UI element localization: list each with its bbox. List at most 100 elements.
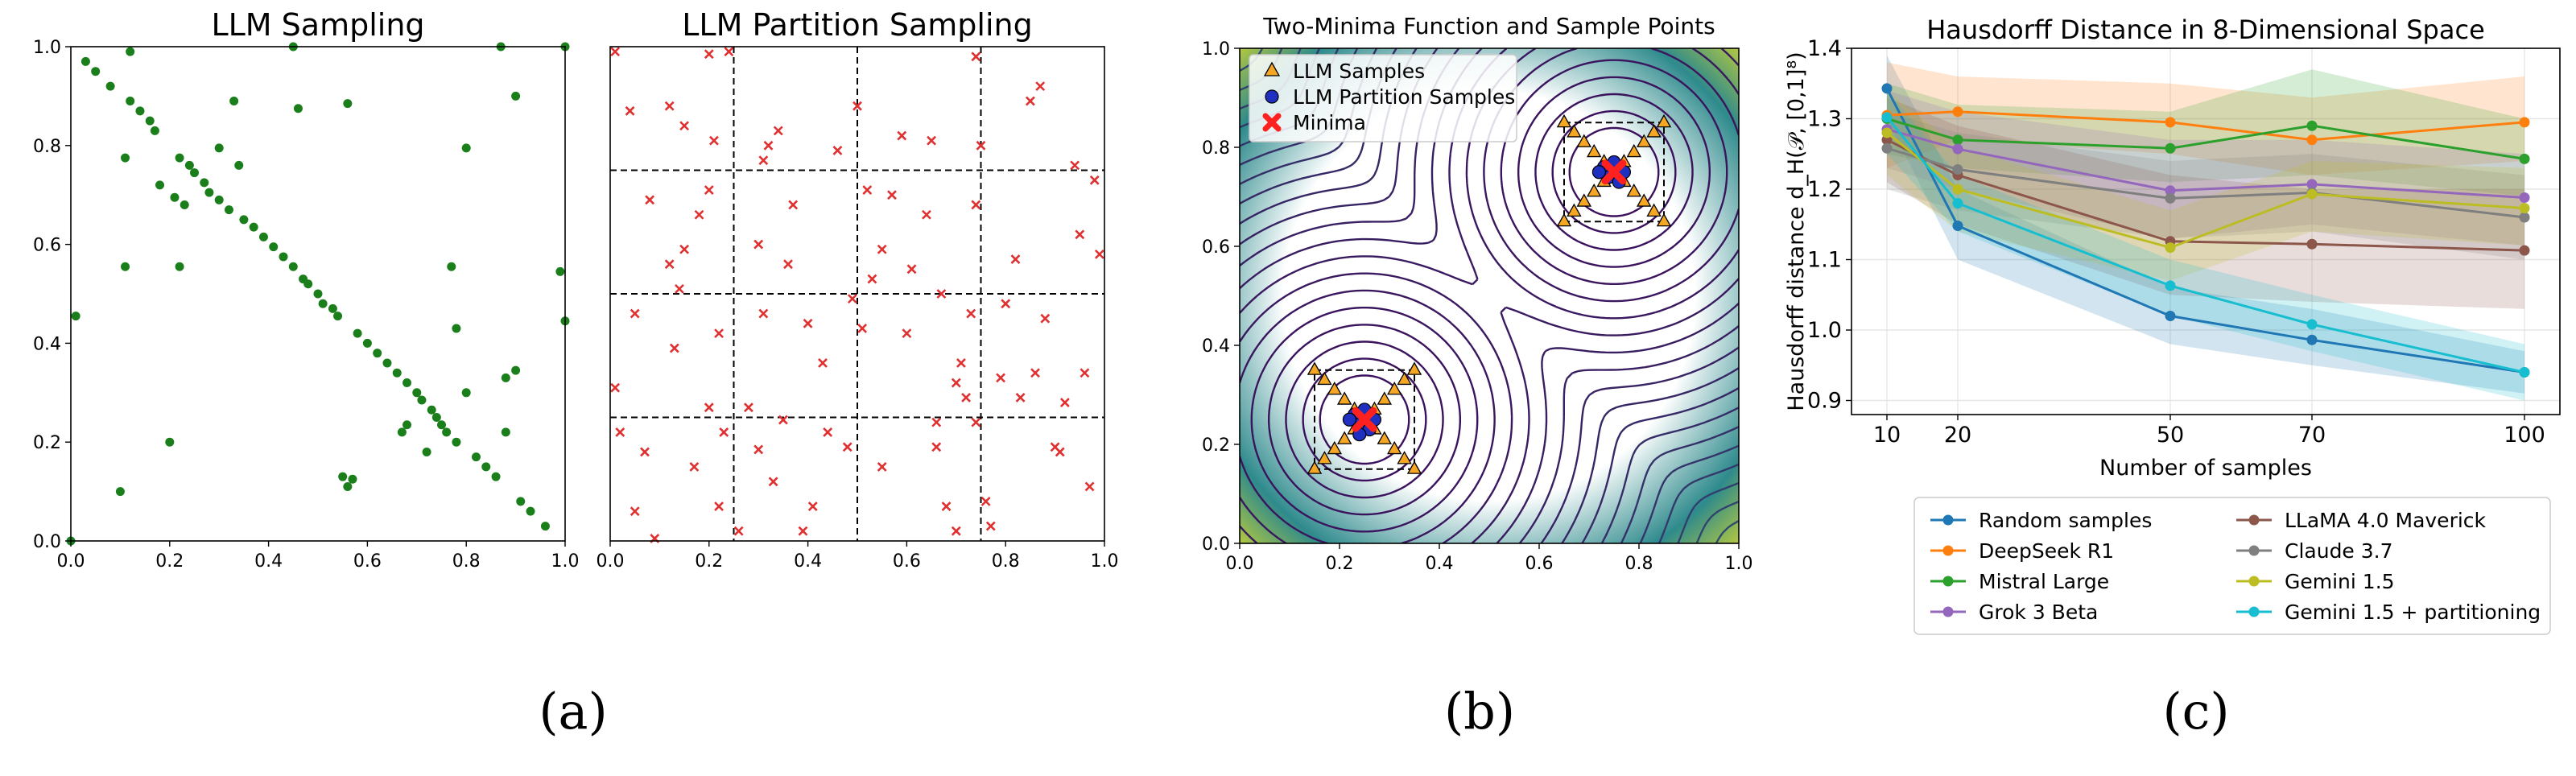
panel-c-xlabel: Number of samples xyxy=(2099,456,2312,481)
legend-swatch-point xyxy=(2248,606,2260,617)
panel-c-frame xyxy=(1851,47,2561,415)
legend-label: Random samples xyxy=(1979,509,2152,532)
series-point xyxy=(1952,106,1963,118)
sample-marker xyxy=(961,393,971,402)
sample-marker xyxy=(931,442,942,452)
contour-line xyxy=(1240,48,1739,543)
llm-sample-marker xyxy=(1327,382,1343,395)
panel-a1-ytick-label: 0.2 xyxy=(33,433,61,453)
panel-llm-sampling: LLM Sampling 0.0 0.2 0.4 0.6 0.8 1.0 0.0 0.2 0.4 0… xyxy=(33,7,580,572)
panel-b-title: Two-Minima Function and Sample Points xyxy=(1262,13,1715,39)
sample-point xyxy=(180,200,189,209)
sample-marker xyxy=(823,427,833,437)
llm-sample-marker xyxy=(1567,124,1582,138)
panel-a2-title: LLM Partition Sampling xyxy=(682,7,1033,43)
sample-point xyxy=(491,472,501,481)
sample-point xyxy=(397,427,407,437)
sample-marker xyxy=(714,502,724,511)
panel-a2-xtick-label: 0.6 xyxy=(893,551,921,572)
llm-sample-marker xyxy=(1586,143,1602,158)
sample-marker xyxy=(1075,229,1085,240)
contour-line xyxy=(1285,93,1694,499)
series-point xyxy=(2306,134,2318,146)
llm-sample-marker xyxy=(1556,114,1572,128)
panel-b-xtick-label: 0.2 xyxy=(1326,554,1354,574)
panel-b-xtick-label: 0.0 xyxy=(1226,554,1254,574)
sample-marker xyxy=(818,358,828,368)
sample-marker xyxy=(887,190,897,200)
sample-point xyxy=(249,222,258,232)
sample-marker xyxy=(867,274,877,284)
sample-point xyxy=(170,192,180,202)
sample-point xyxy=(373,349,382,358)
panel-b-xtick-label: 0.6 xyxy=(1525,554,1554,574)
minimum-marker xyxy=(1601,159,1627,185)
series-point xyxy=(2519,203,2530,214)
sample-point xyxy=(135,106,145,116)
partition-sample-marker xyxy=(1342,412,1357,427)
llm-sample-marker xyxy=(1386,382,1402,395)
llm-sample-marker xyxy=(1556,213,1572,227)
panel-a1-ytick-label: 0.4 xyxy=(33,334,61,354)
sample-marker xyxy=(807,502,818,511)
sample-point xyxy=(392,368,402,378)
sample-marker xyxy=(906,264,917,274)
sample-marker xyxy=(1015,393,1026,402)
series-point xyxy=(1952,143,1963,155)
sample-point xyxy=(91,67,101,76)
confidence-band xyxy=(1887,97,2524,309)
sample-point xyxy=(200,178,209,188)
panel-c-xtick-label: 20 xyxy=(1944,423,1971,448)
sample-marker xyxy=(625,105,635,116)
legend-swatch-point xyxy=(1942,606,1954,617)
sample-marker xyxy=(664,101,675,111)
sample-marker xyxy=(630,308,640,319)
llm-sample-marker xyxy=(1336,431,1352,444)
sample-point xyxy=(501,427,510,437)
sample-marker xyxy=(1055,447,1065,457)
legend-swatch-point xyxy=(2248,545,2260,556)
series-point xyxy=(2519,192,2530,203)
panel-a1-xtick-label: 0.0 xyxy=(57,551,85,572)
panel-a1-xtick-label: 0.2 xyxy=(155,551,184,572)
sample-marker xyxy=(798,526,808,536)
sample-point xyxy=(313,289,323,299)
sample-point xyxy=(452,324,461,333)
sample-point xyxy=(269,242,279,252)
sample-point xyxy=(105,81,115,91)
sample-point xyxy=(150,126,159,135)
panel-c-ytick-label: 1.3 xyxy=(1807,107,1842,132)
confidence-band xyxy=(1887,111,2524,260)
panel-b-frame xyxy=(1239,47,1740,544)
sample-marker xyxy=(1070,160,1080,171)
sample-marker xyxy=(966,308,976,319)
sample-point xyxy=(229,97,239,106)
panel-a2-frame xyxy=(609,46,1105,542)
llm-sample-marker xyxy=(1397,371,1412,386)
series-point xyxy=(2165,242,2176,254)
sample-point xyxy=(343,481,353,491)
sample-point xyxy=(417,395,427,405)
sample-marker xyxy=(1094,249,1104,259)
legend-label: LLaMA 4.0 Maverick xyxy=(2285,509,2487,532)
sample-marker xyxy=(1080,368,1090,378)
sample-marker xyxy=(803,318,813,328)
sample-point xyxy=(511,91,521,101)
sample-marker xyxy=(679,121,690,131)
series-point xyxy=(1881,112,1893,123)
panel-b-ytick-label: 0.6 xyxy=(1202,237,1230,258)
panel-b-ytick-label: 0.0 xyxy=(1202,535,1230,555)
sample-marker xyxy=(645,195,655,205)
sample-point xyxy=(353,328,362,338)
llm-sample-marker xyxy=(1567,203,1582,217)
panel-a1-xtick-label: 0.6 xyxy=(353,551,382,572)
sample-point xyxy=(234,160,244,170)
sample-marker xyxy=(971,200,981,210)
llm-sample-marker xyxy=(1656,213,1672,227)
series-point xyxy=(2519,153,2530,164)
llm-sample-marker xyxy=(1317,451,1332,464)
sample-point xyxy=(516,497,526,506)
sample-point xyxy=(288,262,298,271)
series-point xyxy=(2165,311,2176,321)
